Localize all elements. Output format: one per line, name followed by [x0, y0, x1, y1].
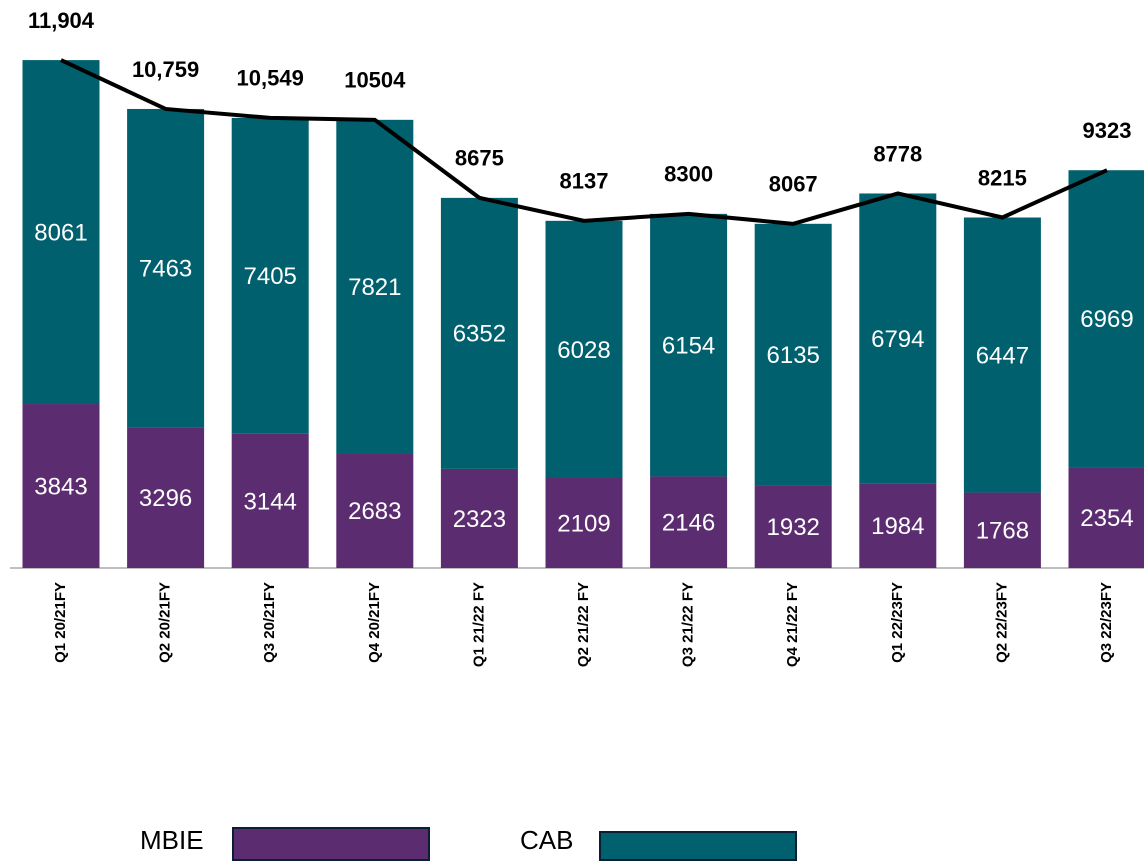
bar-segment: [22, 404, 100, 568]
total-label: 8675: [455, 146, 504, 171]
segment-label: 2323: [453, 506, 506, 533]
bar-segment: [545, 478, 623, 568]
bar-segment: [1068, 467, 1144, 568]
bar-segment: [336, 119, 414, 454]
total-label: 8300: [664, 162, 713, 187]
bar-segment: [22, 60, 100, 405]
total-label: 8215: [978, 165, 1027, 190]
bar-segment: [963, 217, 1041, 493]
x-tick-label: Q1 20/21FY: [52, 582, 69, 663]
total-label: 8137: [560, 169, 609, 194]
total-label: 10504: [344, 68, 406, 93]
bar-segment: [127, 108, 205, 428]
bar-segment: [336, 453, 414, 568]
segment-label: 3296: [139, 485, 192, 512]
total-label: 8778: [873, 141, 922, 166]
segment-label: 1932: [767, 514, 820, 541]
bar-segment: [859, 483, 937, 568]
segment-label: 6352: [453, 321, 506, 348]
segment-label: 1768: [976, 518, 1029, 545]
bar-segment: [754, 485, 832, 568]
segment-label: 8061: [34, 219, 87, 246]
segment-label: 6447: [976, 342, 1029, 369]
segment-label: 2683: [348, 498, 401, 525]
total-label: 10,549: [237, 66, 304, 91]
x-tick-label: Q3 20/21FY: [261, 582, 278, 663]
bar-segment: [440, 197, 518, 469]
segment-label: 7463: [139, 256, 192, 283]
segment-label: 3144: [244, 488, 297, 515]
bar-segment: [650, 476, 728, 568]
legend-swatch: [599, 831, 797, 861]
bar-segment: [650, 213, 728, 477]
total-label: 11,904: [28, 8, 95, 33]
legend-swatch: [232, 827, 430, 861]
segment-label: 6135: [767, 342, 820, 369]
bar-segment: [963, 492, 1041, 568]
x-tick-label: Q3 21/22 FY: [680, 582, 697, 667]
x-tick-label: Q4 21/22 FY: [784, 582, 801, 667]
total-label: 9323: [1083, 118, 1132, 143]
bar-segment: [231, 433, 309, 568]
bar-segment: [440, 468, 518, 568]
bar-segment: [1068, 170, 1144, 468]
bar-segment: [754, 223, 832, 486]
segment-label: 2146: [662, 510, 715, 537]
segment-label: 7405: [244, 263, 297, 290]
segment-label: 3843: [34, 473, 87, 500]
legend-label: CAB: [520, 825, 573, 855]
segment-label: 6794: [871, 326, 924, 353]
bar-segment: [127, 427, 205, 568]
x-tick-label: Q2 20/21FY: [157, 582, 174, 663]
total-label: 10,759: [132, 57, 199, 82]
x-tick-label: Q2 21/22 FY: [575, 582, 592, 667]
x-tick-label: Q3 22/23FY: [1098, 582, 1115, 663]
segment-label: 6969: [1080, 306, 1133, 333]
total-line: [60, 58, 1108, 226]
segment-label: 6154: [662, 332, 715, 359]
bar-segment: [231, 117, 309, 434]
x-tick-label: Q1 22/23FY: [889, 582, 906, 663]
segment-label: 2109: [557, 510, 610, 537]
bar-segment: [859, 193, 937, 484]
total-label: 8067: [769, 172, 818, 197]
segment-label: 1984: [871, 513, 924, 540]
x-tick-label: Q4 20/21FY: [366, 582, 383, 663]
bar-segment: [545, 220, 623, 479]
x-tick-label: Q2 22/23FY: [993, 582, 1010, 663]
segment-label: 2354: [1080, 505, 1133, 532]
legend-label: MBIE: [140, 825, 204, 855]
segment-label: 7821: [348, 274, 401, 301]
segment-label: 6028: [557, 337, 610, 364]
x-tick-label: Q1 21/22 FY: [470, 582, 487, 667]
